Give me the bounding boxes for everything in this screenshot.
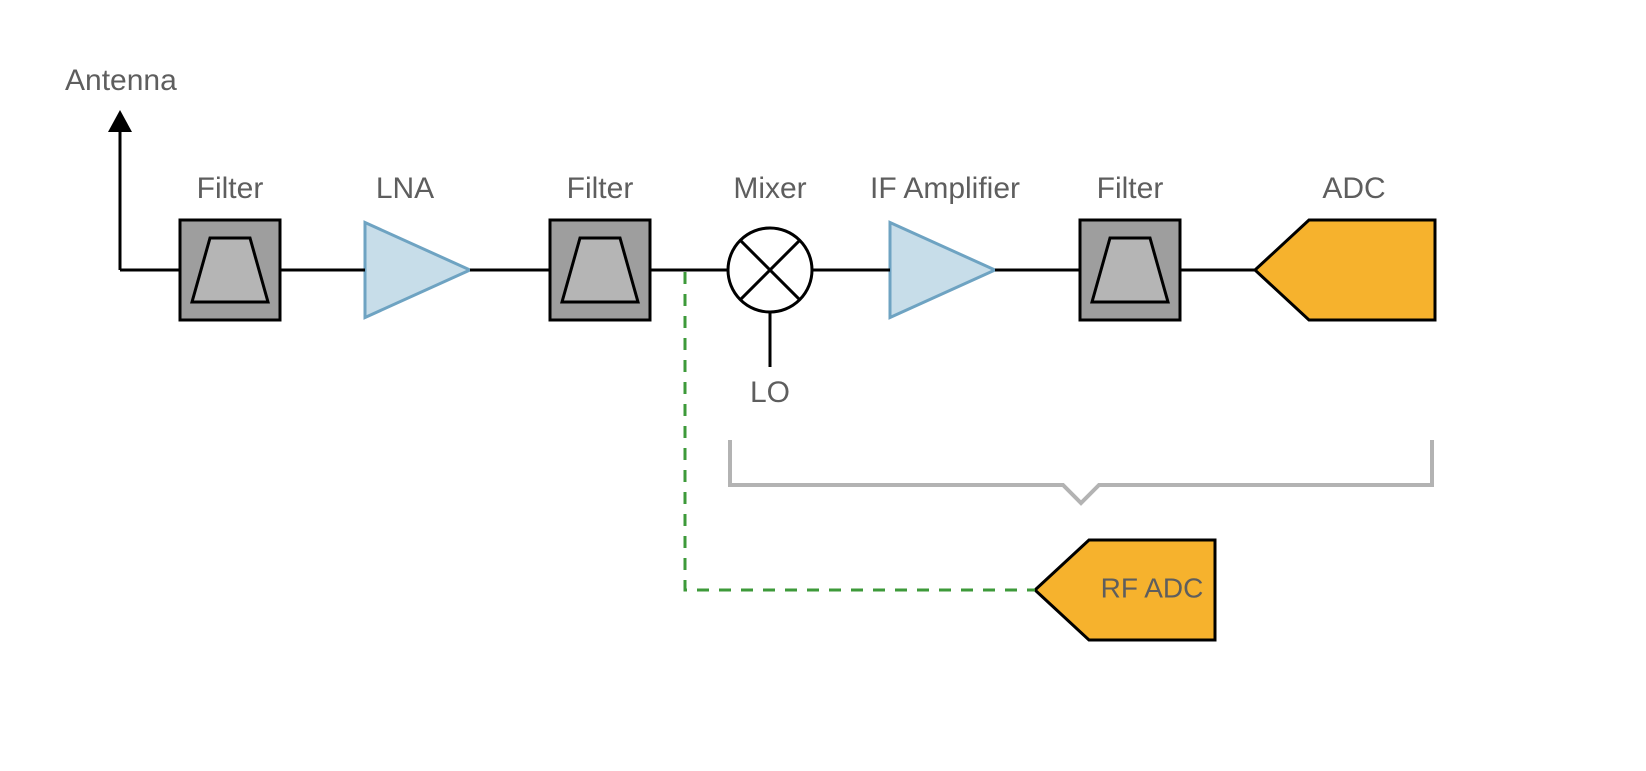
mixer — [728, 228, 812, 312]
grouping-bracket — [730, 440, 1432, 503]
filter-1-label: Filter — [197, 172, 264, 205]
if-amp-label: IF Amplifier — [870, 172, 1020, 205]
if-amp — [890, 223, 995, 318]
lo-label: LO — [750, 376, 790, 409]
filter-2-label: Filter — [567, 172, 634, 205]
filter-3 — [1080, 220, 1180, 320]
lna-label: LNA — [376, 172, 434, 205]
filter-2 — [550, 220, 650, 320]
filter-3-label: Filter — [1097, 172, 1164, 205]
antenna-label: Antenna — [65, 64, 177, 97]
lna-amp — [365, 223, 470, 318]
mixer-label: Mixer — [733, 172, 806, 205]
adc-label: ADC — [1322, 172, 1385, 205]
rf-adc-block-label: RF ADC — [1101, 572, 1204, 603]
adc-block — [1255, 220, 1435, 320]
rf-adc-path — [685, 272, 1035, 590]
filter-1 — [180, 220, 280, 320]
antenna-arrow-icon — [108, 110, 132, 132]
